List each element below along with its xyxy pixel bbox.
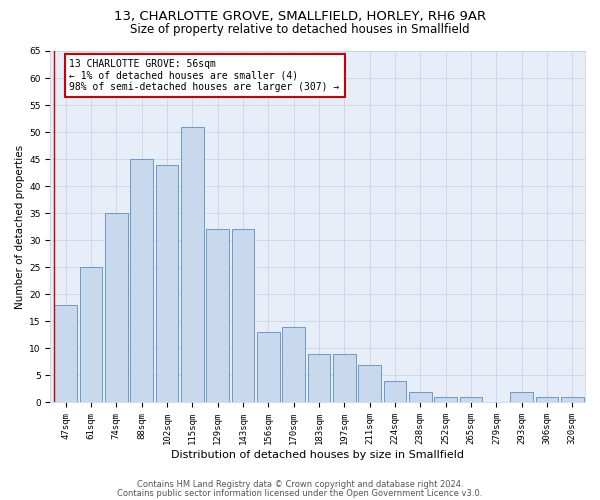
Bar xyxy=(358,364,381,403)
Bar xyxy=(536,397,559,402)
Bar xyxy=(232,230,254,402)
Text: 13, CHARLOTTE GROVE, SMALLFIELD, HORLEY, RH6 9AR: 13, CHARLOTTE GROVE, SMALLFIELD, HORLEY,… xyxy=(114,10,486,23)
Text: Contains public sector information licensed under the Open Government Licence v3: Contains public sector information licen… xyxy=(118,488,482,498)
Bar xyxy=(561,397,584,402)
Bar xyxy=(130,159,153,402)
Bar xyxy=(460,397,482,402)
Bar xyxy=(510,392,533,402)
Bar xyxy=(282,327,305,402)
Bar xyxy=(80,268,103,402)
Bar xyxy=(105,213,128,402)
Bar xyxy=(257,332,280,402)
Text: Contains HM Land Registry data © Crown copyright and database right 2024.: Contains HM Land Registry data © Crown c… xyxy=(137,480,463,489)
Bar xyxy=(308,354,331,403)
Bar xyxy=(434,397,457,402)
Bar xyxy=(181,126,203,402)
Bar xyxy=(155,164,178,402)
Text: 13 CHARLOTTE GROVE: 56sqm
← 1% of detached houses are smaller (4)
98% of semi-de: 13 CHARLOTTE GROVE: 56sqm ← 1% of detach… xyxy=(70,59,340,92)
Bar xyxy=(54,305,77,402)
Bar xyxy=(206,230,229,402)
Bar xyxy=(409,392,432,402)
Text: Size of property relative to detached houses in Smallfield: Size of property relative to detached ho… xyxy=(130,22,470,36)
Bar xyxy=(383,381,406,402)
Bar xyxy=(333,354,356,403)
X-axis label: Distribution of detached houses by size in Smallfield: Distribution of detached houses by size … xyxy=(171,450,464,460)
Y-axis label: Number of detached properties: Number of detached properties xyxy=(15,144,25,309)
